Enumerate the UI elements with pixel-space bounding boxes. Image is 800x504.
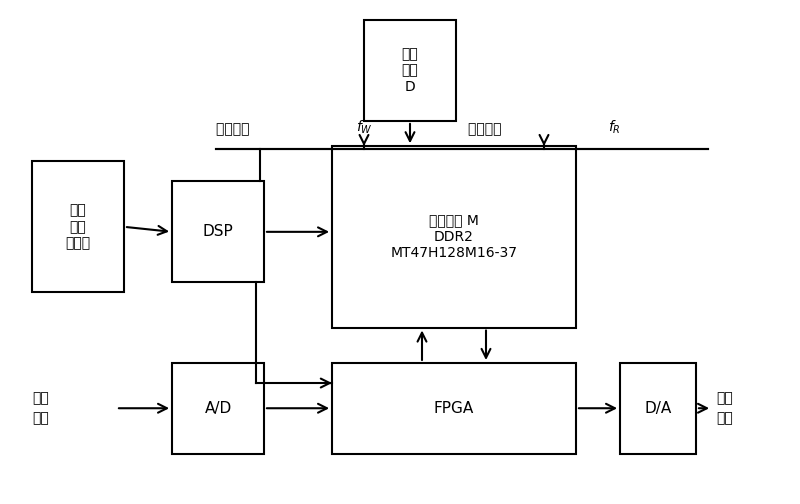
Bar	[364, 20, 456, 121]
Bar	[172, 363, 264, 454]
Bar	[620, 363, 696, 454]
Text: 中频: 中频	[716, 391, 733, 405]
Text: 输入: 输入	[32, 411, 49, 425]
Text: 延时
控制
D: 延时 控制 D	[402, 47, 418, 94]
Bar	[172, 181, 264, 282]
Bar	[32, 161, 124, 292]
Text: 中频: 中频	[32, 391, 49, 405]
Text: 监控
处理
计算机: 监控 处理 计算机	[66, 204, 90, 250]
Bar	[332, 146, 576, 328]
Text: $f_W$: $f_W$	[356, 118, 373, 136]
Text: 读数据钟: 读数据钟	[468, 122, 506, 136]
Text: $f_R$: $f_R$	[608, 118, 621, 136]
Text: 输出: 输出	[716, 411, 733, 425]
Text: 写数据钟: 写数据钟	[216, 122, 254, 136]
Text: FPGA: FPGA	[434, 401, 474, 416]
Text: D/A: D/A	[644, 401, 672, 416]
Text: A/D: A/D	[204, 401, 232, 416]
Text: 存储器组 M
DDR2
MT47H128M16-37: 存储器组 M DDR2 MT47H128M16-37	[390, 214, 518, 260]
Bar	[332, 363, 576, 454]
Text: DSP: DSP	[202, 224, 234, 239]
